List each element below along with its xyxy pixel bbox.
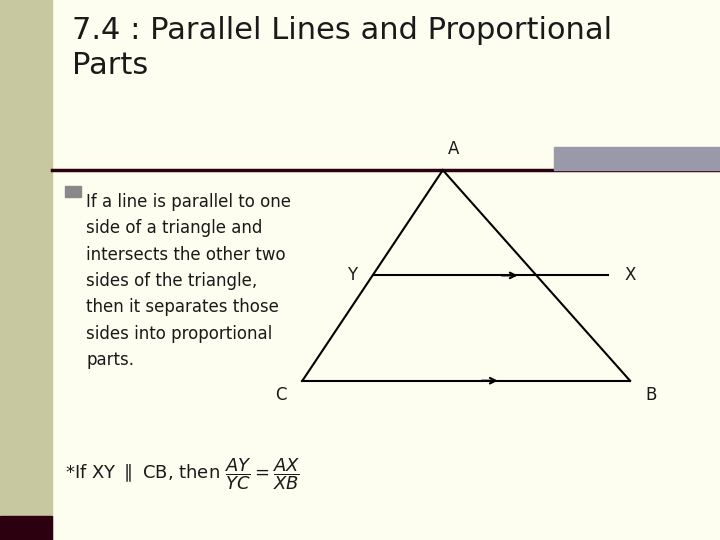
Text: A: A — [448, 140, 459, 158]
Text: B: B — [646, 386, 657, 404]
Text: C: C — [275, 386, 287, 404]
Bar — [554, 147, 720, 170]
Bar — [0, 516, 52, 540]
Text: If a line is parallel to one
side of a triangle and
intersects the other two
sid: If a line is parallel to one side of a t… — [86, 193, 292, 369]
Bar — [0, 0, 52, 540]
Text: X: X — [624, 266, 636, 285]
Text: *If XY $\parallel$ CB, then $\dfrac{AY}{YC} = \dfrac{AX}{XB}$: *If XY $\parallel$ CB, then $\dfrac{AY}{… — [65, 456, 300, 492]
Bar — [65, 186, 81, 197]
Text: 7.4 : Parallel Lines and Proportional
Parts: 7.4 : Parallel Lines and Proportional Pa… — [72, 16, 612, 80]
Text: Y: Y — [347, 266, 357, 285]
